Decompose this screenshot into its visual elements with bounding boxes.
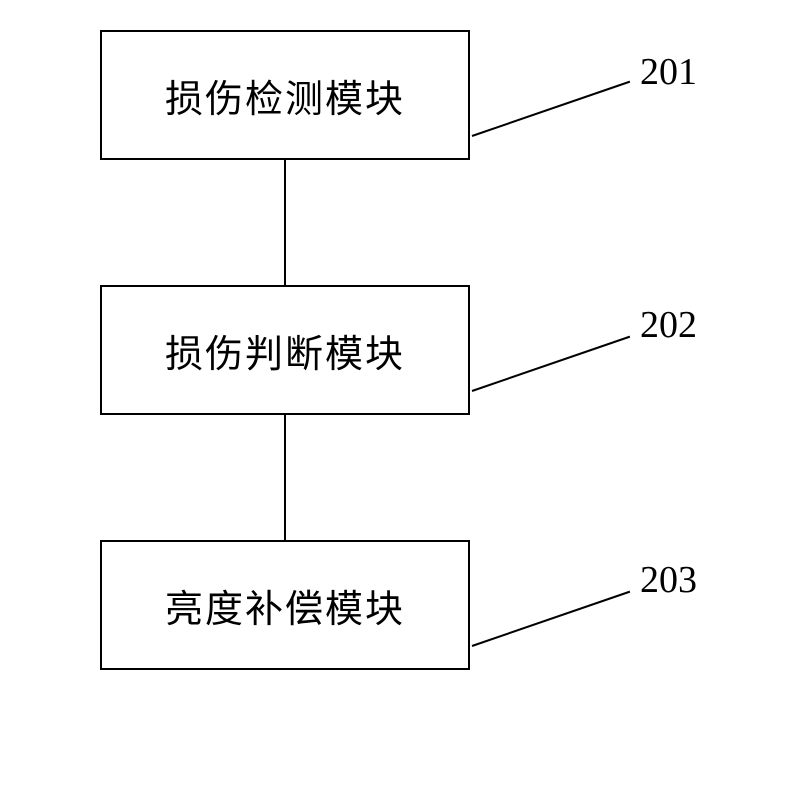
module-box-2: 损伤判断模块 [100,285,470,415]
module-box-3: 亮度补偿模块 [100,540,470,670]
module-label-1: 损伤检测模块 [165,68,405,123]
leader-line-2 [472,336,631,392]
module-label-2: 损伤判断模块 [165,323,405,378]
module-box-1: 损伤检测模块 [100,30,470,160]
number-label-3: 203 [640,558,697,602]
module-label-3: 亮度补偿模块 [165,578,405,633]
number-label-1: 201 [640,50,697,94]
flowchart-diagram: 损伤检测模块 201 损伤判断模块 202 亮度补偿模块 203 [70,30,730,760]
connector-1 [284,160,286,285]
leader-line-1 [472,81,631,137]
leader-line-3 [472,591,631,647]
connector-2 [284,415,286,540]
number-label-2: 202 [640,303,697,347]
